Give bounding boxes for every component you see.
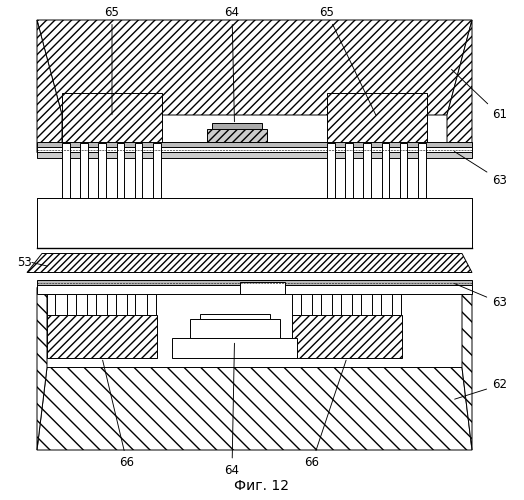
Polygon shape: [447, 20, 472, 152]
Bar: [37, 152, 472, 158]
Bar: [107, 294, 115, 315]
Polygon shape: [37, 20, 62, 152]
Bar: [47, 294, 56, 315]
Bar: [327, 142, 335, 198]
Bar: [37, 146, 472, 152]
Bar: [332, 294, 341, 315]
Text: 66: 66: [103, 360, 135, 469]
Bar: [47, 315, 157, 358]
Bar: [153, 142, 161, 198]
Bar: [62, 142, 70, 198]
Polygon shape: [37, 20, 472, 115]
Text: 66: 66: [304, 360, 346, 469]
Text: 63: 63: [454, 152, 507, 186]
Bar: [127, 294, 136, 315]
Bar: [292, 294, 300, 315]
Bar: [190, 320, 279, 338]
Text: 61: 61: [452, 70, 507, 122]
Bar: [381, 142, 389, 198]
Polygon shape: [37, 288, 47, 450]
Text: 63: 63: [454, 284, 507, 309]
Bar: [200, 314, 269, 320]
Bar: [292, 315, 402, 358]
Bar: [172, 338, 297, 357]
Bar: [418, 142, 425, 198]
Bar: [67, 294, 75, 315]
Bar: [363, 142, 371, 198]
Text: 62: 62: [455, 378, 507, 399]
Polygon shape: [462, 288, 472, 450]
Polygon shape: [37, 368, 472, 450]
Bar: [312, 294, 321, 315]
Bar: [239, 282, 285, 294]
Bar: [207, 128, 267, 142]
Text: Фиг. 12: Фиг. 12: [235, 478, 289, 492]
Bar: [135, 142, 143, 198]
Bar: [239, 222, 285, 238]
Bar: [37, 285, 472, 294]
Bar: [372, 294, 380, 315]
Bar: [87, 294, 95, 315]
Text: 65: 65: [105, 6, 119, 114]
Bar: [147, 294, 156, 315]
Bar: [37, 280, 472, 285]
Bar: [37, 142, 472, 148]
Bar: [352, 294, 361, 315]
Bar: [345, 142, 353, 198]
Text: 65: 65: [320, 6, 376, 115]
Bar: [327, 92, 427, 142]
Text: 64: 64: [224, 344, 239, 476]
Bar: [392, 294, 400, 315]
Bar: [116, 142, 124, 198]
Polygon shape: [27, 254, 472, 272]
Bar: [37, 198, 472, 248]
Bar: [99, 142, 106, 198]
Bar: [400, 142, 408, 198]
Bar: [80, 142, 88, 198]
Bar: [212, 122, 262, 128]
Bar: [37, 198, 472, 242]
Text: 53: 53: [17, 256, 32, 269]
Text: 64: 64: [224, 6, 239, 121]
Bar: [62, 92, 162, 142]
